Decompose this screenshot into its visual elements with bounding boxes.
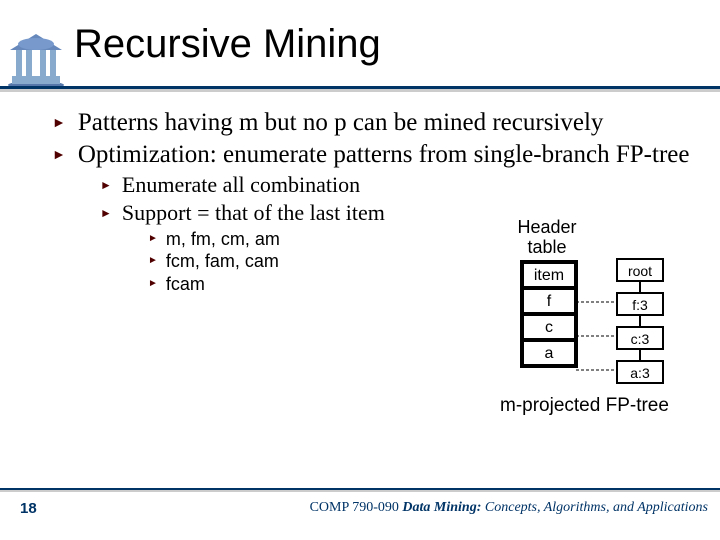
bullet-text: Enumerate all combination bbox=[122, 172, 360, 198]
footer-text: COMP 790-090 Data Mining: Concepts, Algo… bbox=[310, 500, 708, 516]
tree-caption: m-projected FP-tree bbox=[500, 395, 669, 417]
bullet-text: fcam bbox=[166, 274, 205, 295]
title-divider bbox=[0, 86, 720, 89]
bullet-1: ► Patterns having m but no p can be mine… bbox=[52, 108, 692, 138]
bullet-text: Patterns having m but no p can be mined … bbox=[78, 108, 604, 138]
header-table-label: Header table bbox=[512, 218, 582, 258]
bullet-marker-icon: ► bbox=[52, 116, 66, 132]
bullet-marker-icon: ► bbox=[148, 255, 158, 266]
tree-node: a:3 bbox=[616, 360, 664, 384]
logo-icon bbox=[6, 32, 66, 90]
footer-divider bbox=[0, 488, 720, 490]
bullet-marker-icon: ► bbox=[148, 278, 158, 289]
footer-topic: Data Mining: bbox=[402, 500, 481, 515]
bullet-text: m, fm, cm, am bbox=[166, 229, 280, 250]
table-cell: a bbox=[522, 340, 576, 366]
label-line: Header bbox=[517, 217, 576, 237]
tree-node: c:3 bbox=[616, 326, 664, 350]
bullet-marker-icon: ► bbox=[100, 206, 112, 221]
bullet-marker-icon: ► bbox=[52, 148, 66, 164]
slide-title: Recursive Mining bbox=[74, 22, 381, 67]
tree-node-root: root bbox=[616, 258, 664, 282]
footer-course: COMP 790-090 bbox=[310, 500, 403, 515]
bullet-text: fcm, fam, cam bbox=[166, 251, 279, 272]
bullet-2: ► Optimization: enumerate patterns from … bbox=[52, 140, 692, 170]
label-line: table bbox=[527, 237, 566, 257]
tree-node: f:3 bbox=[616, 292, 664, 316]
bullet-marker-icon: ► bbox=[148, 233, 158, 244]
footer-rest: Concepts, Algorithms, and Applications bbox=[481, 500, 708, 515]
table-cell: c bbox=[522, 314, 576, 340]
bullet-2-1: ► Enumerate all combination bbox=[100, 172, 692, 198]
table-cell: f bbox=[522, 288, 576, 314]
bullet-text: Support = that of the last item bbox=[122, 200, 385, 226]
bullet-3-1: ► m, fm, cm, am bbox=[148, 229, 692, 250]
bullet-marker-icon: ► bbox=[100, 178, 112, 193]
table-header-cell: item bbox=[522, 262, 576, 288]
bullet-2-2: ► Support = that of the last item bbox=[100, 200, 692, 226]
bullet-text: Optimization: enumerate patterns from si… bbox=[78, 140, 690, 170]
page-number: 18 bbox=[20, 500, 37, 517]
